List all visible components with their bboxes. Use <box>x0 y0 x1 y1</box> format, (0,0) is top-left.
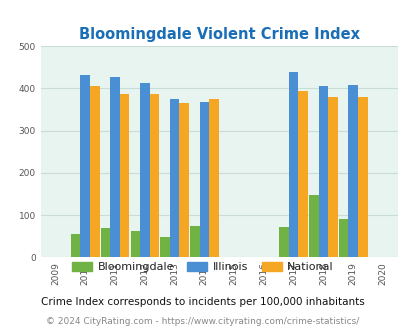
Bar <box>90 86 99 257</box>
Bar <box>179 103 188 257</box>
Bar <box>308 195 318 257</box>
Bar <box>298 91 307 257</box>
Bar <box>160 237 169 257</box>
Bar <box>119 94 129 257</box>
Bar <box>347 85 357 257</box>
Bar <box>209 99 218 257</box>
Bar <box>130 231 140 257</box>
Legend: Bloomingdale, Illinois, National: Bloomingdale, Illinois, National <box>68 257 337 277</box>
Bar <box>288 72 298 257</box>
Title: Bloomingdale Violent Crime Index: Bloomingdale Violent Crime Index <box>79 27 359 42</box>
Bar <box>357 97 367 257</box>
Bar <box>140 83 149 257</box>
Text: Crime Index corresponds to incidents per 100,000 inhabitants: Crime Index corresponds to incidents per… <box>41 297 364 307</box>
Bar <box>149 94 159 257</box>
Bar <box>71 234 80 257</box>
Bar <box>169 99 179 257</box>
Bar <box>279 227 288 257</box>
Bar <box>338 219 347 257</box>
Bar <box>100 228 110 257</box>
Bar <box>110 77 119 257</box>
Bar <box>190 226 199 257</box>
Text: © 2024 CityRating.com - https://www.cityrating.com/crime-statistics/: © 2024 CityRating.com - https://www.city… <box>46 317 359 326</box>
Bar <box>318 86 327 257</box>
Bar <box>199 102 209 257</box>
Bar <box>80 75 90 257</box>
Bar <box>327 97 337 257</box>
